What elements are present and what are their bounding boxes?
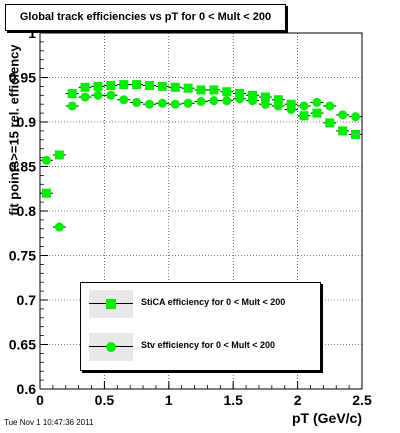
- data-point-circle: [196, 97, 206, 107]
- x-tick-label: 2.5: [352, 392, 372, 408]
- y-tick-label: 0.65: [9, 337, 36, 353]
- data-point-circle: [351, 112, 361, 122]
- data-point-circle: [106, 90, 116, 100]
- y-tick-label: 0.7: [17, 292, 37, 308]
- x-tick-label: 0: [36, 392, 44, 408]
- data-point-square: [144, 81, 154, 91]
- data-point-square: [260, 92, 270, 102]
- y-axis-label: fit points>=15 rel. efficiency: [6, 44, 22, 216]
- data-point-square: [54, 150, 64, 160]
- data-point-square: [286, 99, 296, 109]
- x-tick-label: 1: [165, 392, 173, 408]
- data-point-square: [93, 81, 103, 91]
- legend-entry-stv: Stv efficiency for 0 < Mult < 200: [89, 333, 309, 361]
- data-point-circle: [67, 101, 77, 111]
- y-tick-label: 0.6: [17, 381, 37, 397]
- legend: StiCA efficiency for 0 < Mult < 200 Stv …: [80, 282, 321, 371]
- x-tick-label: 2: [294, 392, 302, 408]
- data-point-circle: [325, 101, 335, 111]
- data-point-square: [106, 81, 116, 91]
- y-tick-label: 1: [28, 25, 36, 41]
- data-point-square: [235, 89, 245, 99]
- data-point-circle: [286, 105, 296, 115]
- data-point-circle: [248, 96, 258, 106]
- x-tick-label: 0.5: [95, 392, 115, 408]
- data-point-circle: [338, 110, 348, 120]
- data-point-circle: [157, 98, 167, 108]
- data-point-circle: [93, 90, 103, 100]
- data-point-square: [325, 118, 335, 128]
- data-marks: [40, 80, 362, 232]
- data-point-circle: [132, 97, 142, 107]
- data-point-circle: [119, 95, 129, 105]
- data-point-square: [41, 188, 51, 198]
- x-axis-label: pT (GeV/c): [291, 410, 362, 426]
- data-point-square: [248, 90, 258, 100]
- data-point-square: [351, 129, 361, 139]
- legend-square-marker-icon: [89, 290, 133, 318]
- data-point-square: [67, 89, 77, 99]
- data-point-circle: [54, 222, 64, 232]
- data-point-circle: [170, 99, 180, 109]
- data-point-circle: [183, 98, 193, 108]
- data-point-square: [312, 108, 322, 118]
- x-tick-label: 1.5: [223, 392, 243, 408]
- data-point-circle: [260, 99, 270, 109]
- data-point-square: [273, 95, 283, 105]
- data-point-circle: [235, 94, 245, 104]
- data-point-circle: [80, 92, 90, 102]
- grid-lines: [40, 33, 362, 389]
- y-tick-label: 0.95: [9, 70, 36, 86]
- data-point-square: [132, 80, 142, 90]
- y-tick-label: 0.8: [17, 203, 37, 219]
- data-point-circle: [312, 97, 322, 107]
- y-tick-label: 0.85: [9, 159, 36, 175]
- data-point-square: [196, 85, 206, 95]
- data-point-square: [170, 82, 180, 92]
- data-point-square: [338, 126, 348, 136]
- data-point-circle: [222, 96, 232, 106]
- data-point-square: [209, 85, 219, 95]
- data-point-circle: [41, 155, 51, 165]
- legend-label: Stv efficiency for 0 < Mult < 200: [141, 340, 276, 350]
- axes: 0.6 0.65 0.7 0.75 0.8 0.85 0.9 0.95 1 0 0.5 1 1.5 2 2.…: [9, 25, 372, 408]
- data-point-square: [183, 83, 193, 93]
- y-tick-label: 0.9: [17, 114, 37, 130]
- data-point-circle: [273, 101, 283, 111]
- timestamp: Tue Nov 1 10:47:36 2011: [4, 418, 94, 427]
- data-point-square: [80, 82, 90, 92]
- legend-entry-stica: StiCA efficiency for 0 < Mult < 200: [89, 290, 309, 318]
- data-point-circle: [144, 99, 154, 109]
- data-point-circle: [299, 101, 309, 111]
- data-point-square: [157, 81, 167, 91]
- data-point-square: [119, 80, 129, 90]
- data-point-square: [222, 87, 232, 97]
- legend-label: StiCA efficiency for 0 < Mult < 200: [141, 297, 286, 307]
- data-point-square: [299, 111, 309, 121]
- data-point-circle: [209, 96, 219, 106]
- legend-circle-marker-icon: [89, 333, 133, 361]
- chart-title: Global track efficiencies vs pT for 0 < …: [5, 4, 286, 31]
- y-tick-label: 0.75: [9, 248, 36, 264]
